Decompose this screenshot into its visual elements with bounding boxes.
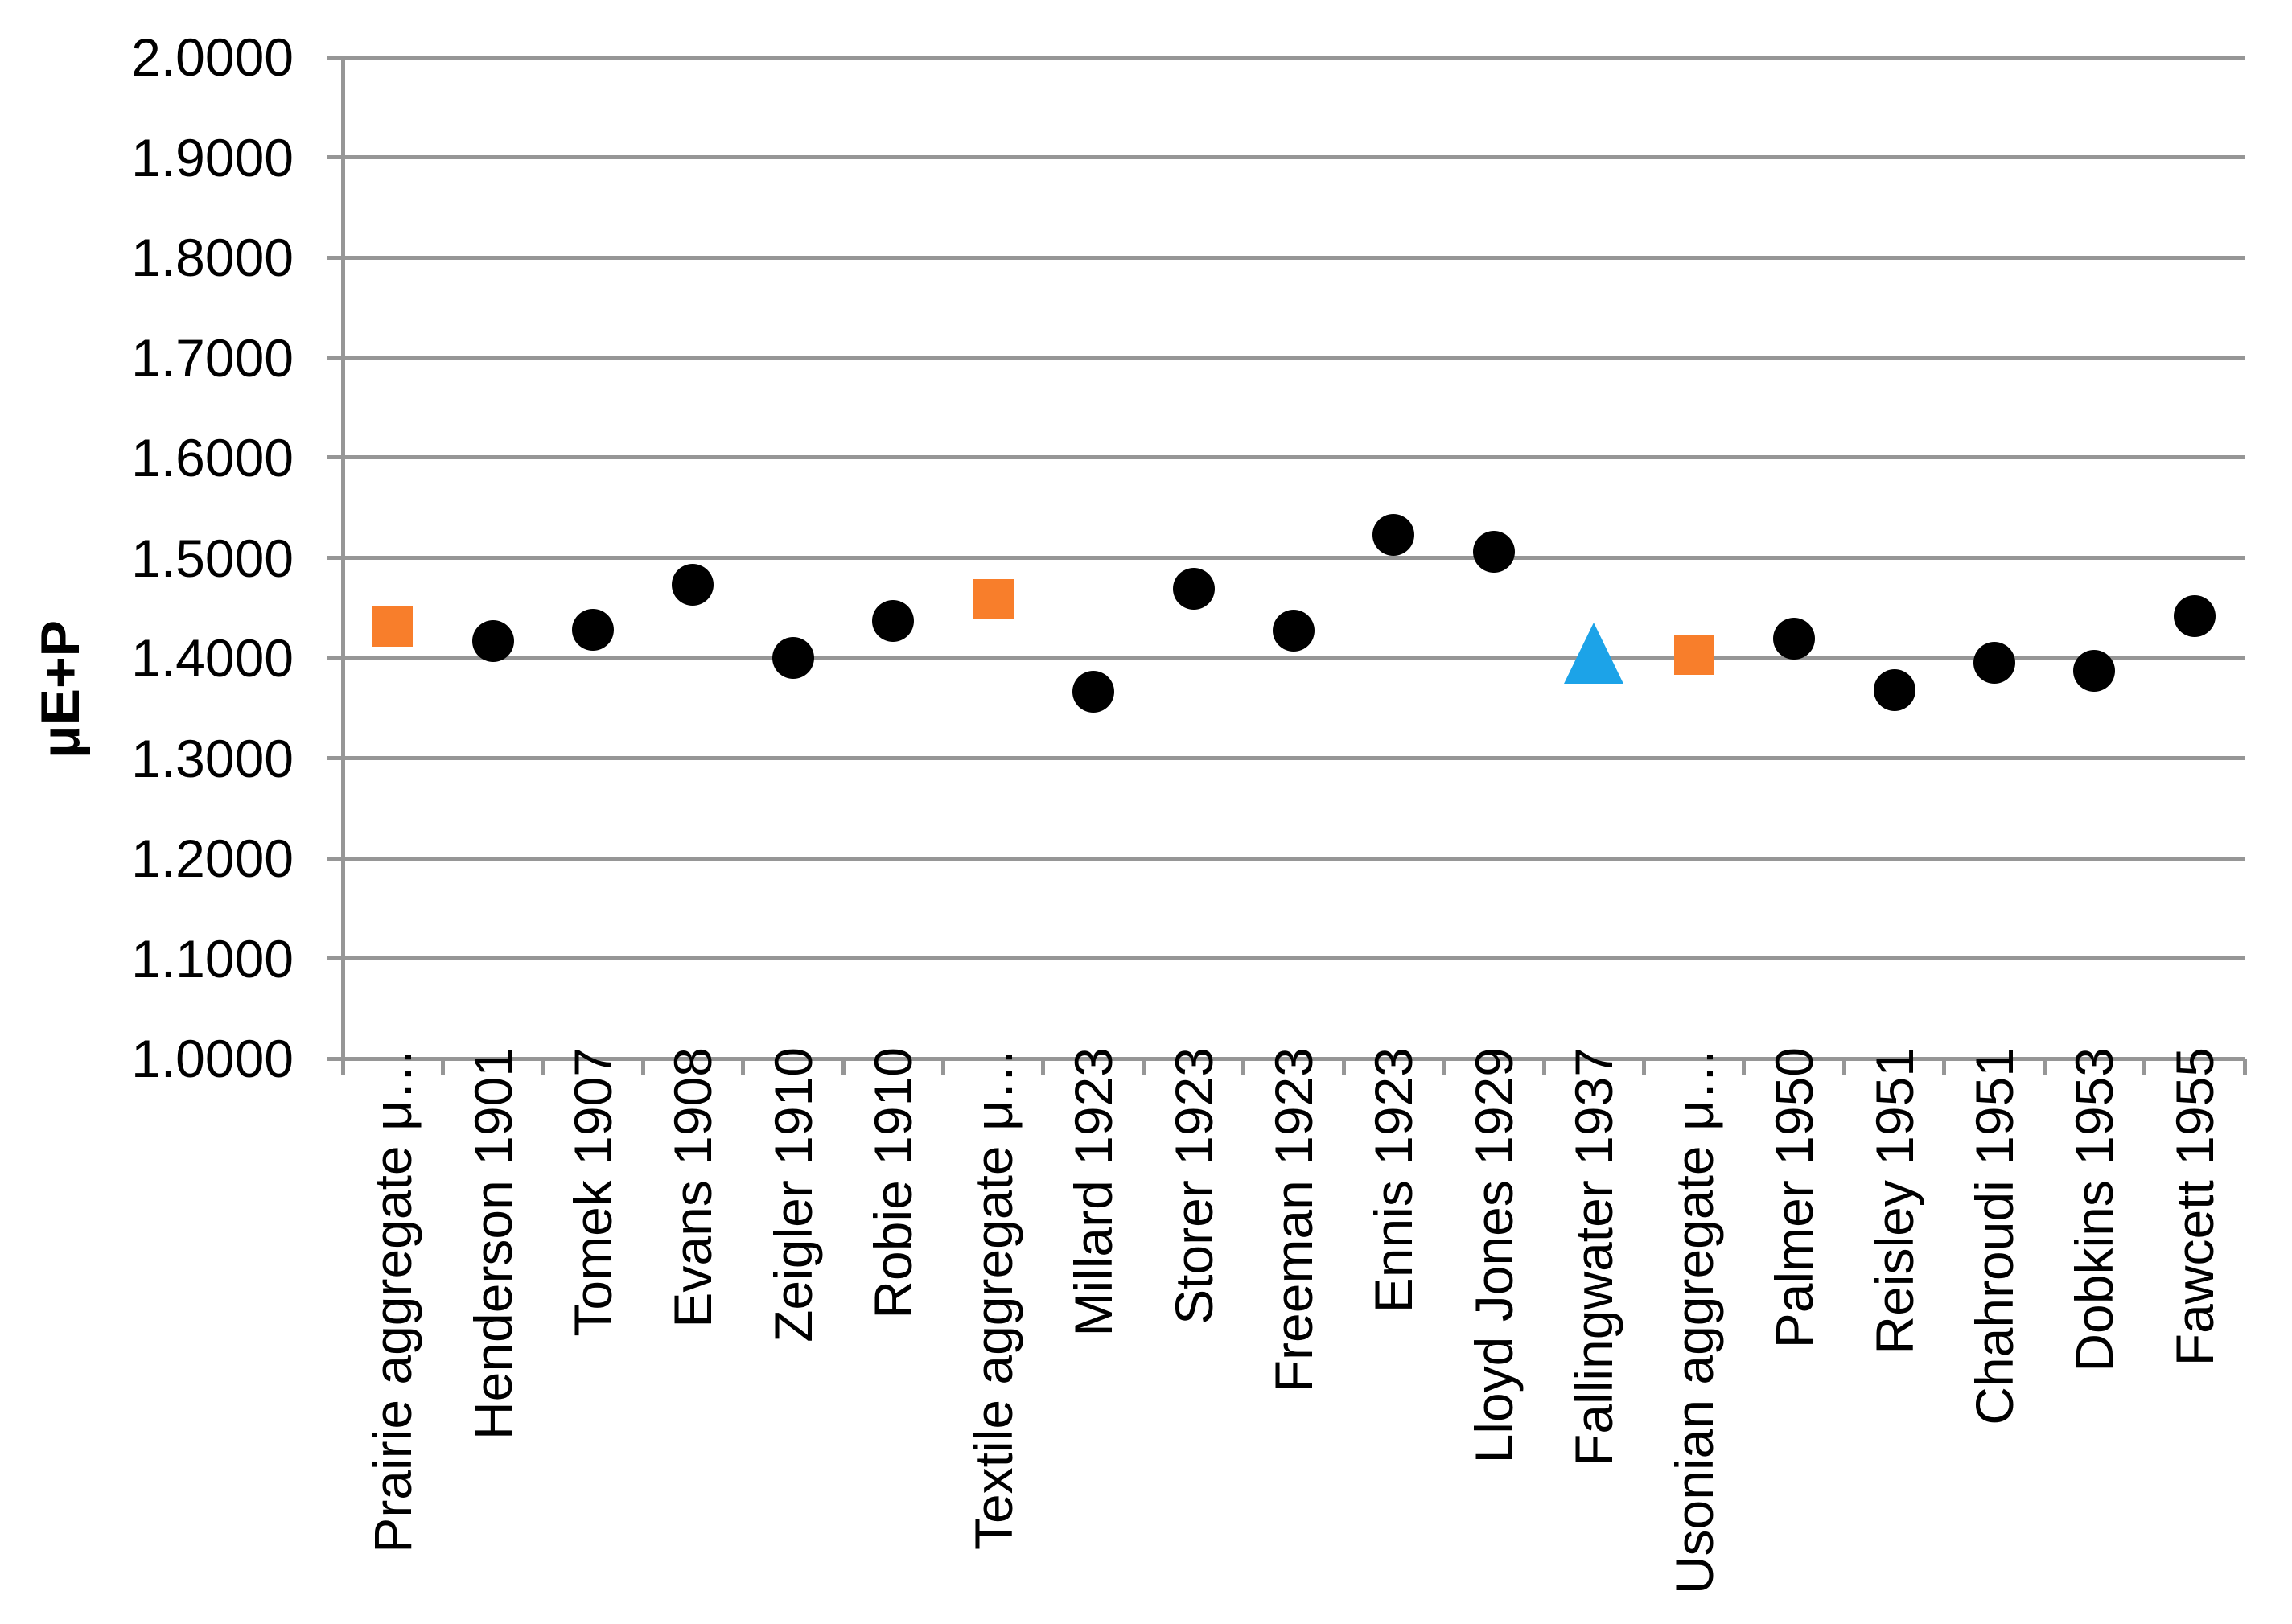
y-gridline [341, 956, 2245, 960]
y-gridline [341, 455, 2245, 459]
x-axis-category-label: Lloyd Jones 1929 [1464, 1047, 1524, 1464]
y-axis-tick-label: 1.6000 [131, 428, 294, 487]
x-axis-category-label: Dobkins 1953 [2064, 1047, 2124, 1372]
data-point-circle [1973, 642, 2015, 685]
x-axis-tick [441, 1059, 445, 1075]
y-axis-tick [327, 1057, 343, 1061]
y-gridline [341, 356, 2245, 360]
y-axis-tick [327, 256, 343, 260]
x-axis-category-label: Textile aggregate μ… [964, 1047, 1023, 1551]
data-point-square [1673, 635, 1714, 676]
x-axis-tick [1942, 1059, 1946, 1075]
data-point-circle [1172, 568, 1215, 611]
x-axis-tick [2043, 1059, 2047, 1075]
x-axis-tick [641, 1059, 645, 1075]
x-axis-category-label: Henderson 1901 [463, 1047, 523, 1441]
y-axis-tick-label: 1.5000 [131, 528, 294, 588]
y-axis-tick-label: 2.0000 [131, 27, 294, 87]
y-gridline [341, 756, 2245, 760]
y-axis-tick-label: 1.7000 [131, 328, 294, 388]
data-point-circle [1273, 610, 1315, 652]
data-point-circle [872, 599, 915, 642]
x-axis-tick [1041, 1059, 1045, 1075]
x-axis-category-label: Millard 1923 [1064, 1047, 1123, 1337]
x-axis-category-label: Zeigler 1910 [763, 1047, 823, 1342]
y-gridline [341, 155, 2245, 159]
x-axis-tick [1342, 1059, 1346, 1075]
x-axis-tick [1241, 1059, 1245, 1075]
x-axis-tick [341, 1059, 345, 1075]
y-gridline [341, 857, 2245, 861]
x-axis-category-label: Fawcett 1955 [2165, 1047, 2224, 1367]
x-axis-category-label: Tomek 1907 [563, 1047, 623, 1337]
x-axis-tick [1142, 1059, 1146, 1075]
x-axis-tick [741, 1059, 745, 1075]
x-axis-category-label: Freeman 1923 [1264, 1047, 1323, 1393]
y-gridline [341, 656, 2245, 660]
data-point-circle [1072, 671, 1115, 713]
data-point-square [372, 606, 414, 648]
x-axis-category-label: Reisley 1951 [1865, 1047, 1924, 1355]
x-axis-category-label: Storer 1923 [1164, 1047, 1224, 1325]
x-axis-category-label: Palmer 1950 [1764, 1047, 1824, 1349]
y-axis-tick [327, 556, 343, 560]
data-point-circle [1773, 618, 1816, 660]
y-axis-tick [327, 455, 343, 459]
data-point-circle [772, 637, 814, 679]
y-axis-tick [327, 656, 343, 660]
y-axis-tick-label: 1.8000 [131, 228, 294, 287]
data-point-circle [2073, 650, 2116, 693]
x-axis-tick [1442, 1059, 1446, 1075]
x-axis-category-label: Fallingwater 1937 [1564, 1047, 1623, 1466]
x-axis-tick [841, 1059, 846, 1075]
y-axis-tick-label: 1.3000 [131, 729, 294, 788]
data-point-triangle [1564, 622, 1624, 684]
x-axis-tick [1842, 1059, 1846, 1075]
x-axis-category-label: Usonian aggregate μ… [1664, 1047, 1724, 1595]
y-axis-tick [327, 356, 343, 360]
data-point-circle [2173, 594, 2216, 637]
y-axis-tick [327, 56, 343, 60]
data-point-square [973, 578, 1014, 619]
y-axis-tick [327, 756, 343, 760]
y-axis-tick [327, 956, 343, 960]
x-axis-category-label: Ennis 1923 [1364, 1047, 1423, 1314]
x-axis-tick [2142, 1059, 2146, 1075]
y-axis-tick-label: 1.0000 [131, 1029, 294, 1088]
x-axis-category-label: Chahroudi 1951 [1965, 1047, 2024, 1425]
x-axis-tick [1742, 1059, 1746, 1075]
x-axis-tick [2243, 1059, 2247, 1075]
x-axis-category-label: Evans 1908 [663, 1047, 722, 1328]
y-axis-line [341, 56, 345, 1061]
data-point-circle [471, 619, 514, 662]
data-point-circle [672, 564, 714, 606]
y-gridline [341, 556, 2245, 560]
y-axis-tick-label: 1.2000 [131, 828, 294, 888]
y-gridline [341, 56, 2245, 60]
y-axis-tick-label: 1.9000 [131, 128, 294, 187]
data-point-circle [1472, 531, 1515, 574]
y-axis-tick-label: 1.4000 [131, 628, 294, 688]
y-axis-tick [327, 155, 343, 159]
x-axis-category-label: Robie 1910 [863, 1047, 923, 1319]
x-axis-tick [1542, 1059, 1546, 1075]
y-gridline [341, 1057, 2245, 1061]
x-axis-tick [1642, 1059, 1646, 1075]
x-axis-tick [541, 1059, 545, 1075]
y-axis-tick [327, 857, 343, 861]
x-axis-category-label: Prairie aggregate μ… [363, 1047, 422, 1553]
y-gridline [341, 256, 2245, 260]
data-point-circle [1372, 513, 1415, 556]
data-point-circle [572, 609, 615, 652]
data-point-circle [1873, 668, 1915, 711]
y-axis-tick-label: 1.1000 [131, 929, 294, 989]
x-axis-tick [941, 1059, 945, 1075]
